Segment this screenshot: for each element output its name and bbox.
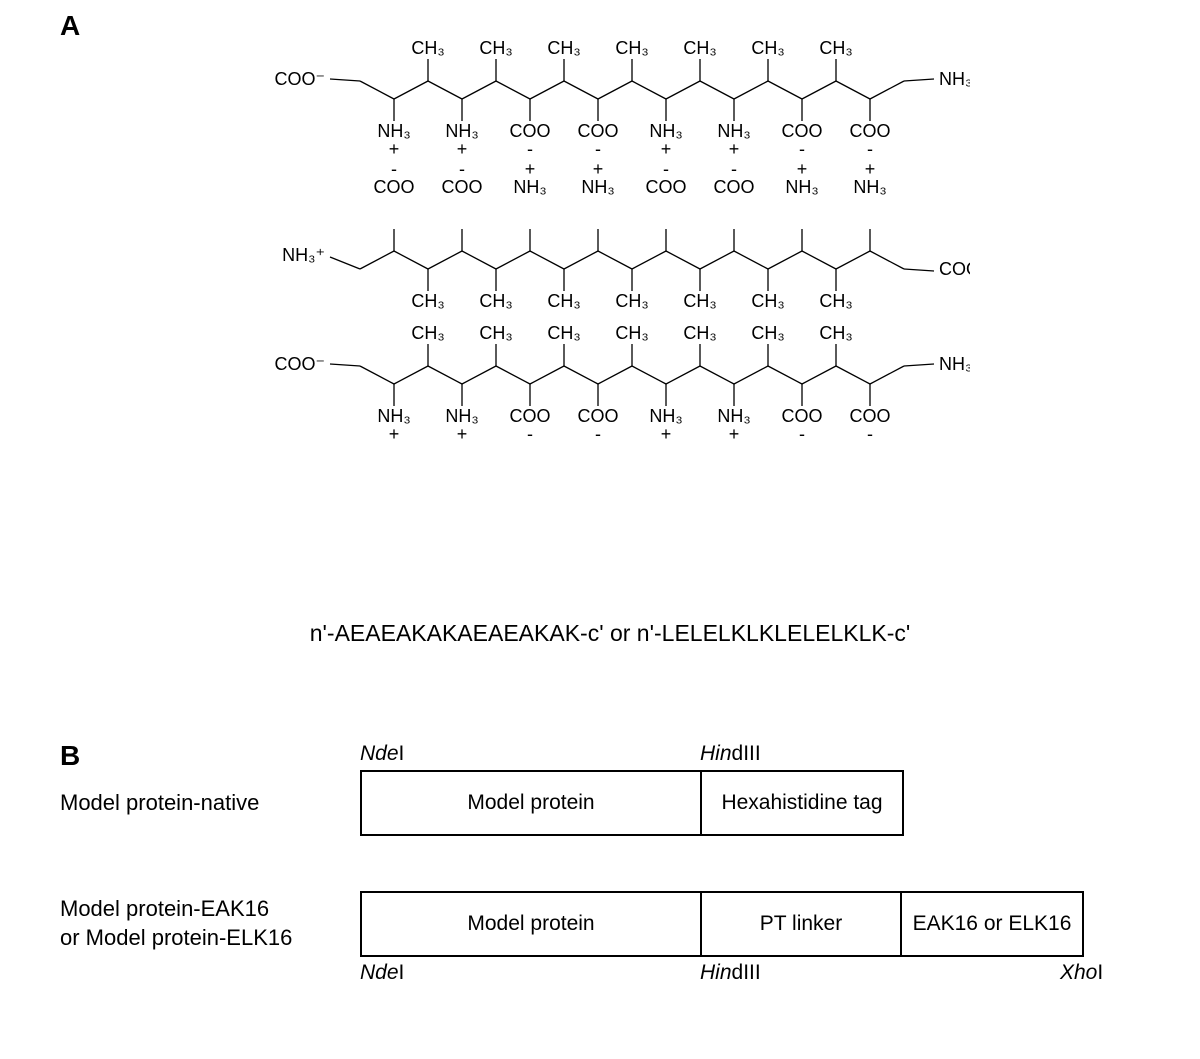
svg-text:-: - [527, 139, 533, 159]
restriction-site-label: NdeI [360, 961, 404, 985]
svg-text:+: + [389, 424, 400, 444]
restriction-site-label: HindIII [700, 961, 761, 985]
construct-segment: PT linker [702, 893, 902, 955]
svg-text:COO: COO [713, 177, 754, 197]
construct-segment: EAK16 or ELK16 [902, 893, 1082, 955]
svg-text:NH₃: NH₃ [581, 177, 614, 197]
svg-text:NH₃: NH₃ [717, 121, 750, 141]
svg-text:COO: COO [849, 121, 890, 141]
svg-text:CH₃: CH₃ [411, 323, 444, 343]
svg-text:NH₃⁺: NH₃⁺ [939, 69, 970, 89]
svg-text:NH₃: NH₃ [649, 406, 682, 426]
svg-text:-: - [663, 159, 669, 179]
svg-text:COO⁻: COO⁻ [274, 354, 325, 374]
svg-text:CH₃: CH₃ [615, 323, 648, 343]
svg-text:COO: COO [781, 406, 822, 426]
svg-text:CH₃: CH₃ [479, 38, 512, 58]
svg-text:CH₃: CH₃ [751, 291, 784, 311]
svg-text:CH₃: CH₃ [547, 38, 580, 58]
construct-segment: Model protein [362, 893, 702, 955]
svg-text:+: + [457, 139, 468, 159]
svg-text:CH₃: CH₃ [819, 38, 852, 58]
svg-text:+: + [389, 139, 400, 159]
svg-text:-: - [595, 424, 601, 444]
svg-text:+: + [525, 159, 536, 179]
peptide-sequence-text: n'-AEAEAKAKAEAEAKAK-c' or n'-LELELKLKLEL… [250, 620, 970, 647]
svg-text:+: + [457, 424, 468, 444]
svg-text:NH₃: NH₃ [785, 177, 818, 197]
svg-text:NH₃: NH₃ [649, 121, 682, 141]
svg-text:CH₃: CH₃ [411, 38, 444, 58]
svg-text:CH₃: CH₃ [819, 323, 852, 343]
svg-text:CH₃: CH₃ [411, 291, 444, 311]
svg-text:-: - [731, 159, 737, 179]
construct-segment: Model protein [362, 772, 702, 834]
svg-text:COO: COO [849, 406, 890, 426]
construct-label: Model protein-EAK16or Model protein-ELK1… [60, 895, 360, 952]
svg-text:-: - [459, 159, 465, 179]
construct-row: Model protein-EAK16or Model protein-ELK1… [60, 891, 1160, 957]
svg-text:+: + [797, 159, 808, 179]
svg-text:-: - [867, 139, 873, 159]
svg-text:COO: COO [577, 406, 618, 426]
svg-text:-: - [527, 424, 533, 444]
construct-diagrams: Model protein-nativeNdeIHindIIIModel pro… [60, 770, 1160, 987]
restriction-site-label: HindIII [700, 742, 761, 766]
svg-text:+: + [661, 424, 672, 444]
svg-text:COO⁻: COO⁻ [939, 259, 970, 279]
svg-text:NH₃: NH₃ [377, 121, 410, 141]
svg-text:COO: COO [509, 121, 550, 141]
panel-b-label: B [60, 740, 80, 772]
restriction-site-label: NdeI [360, 742, 404, 766]
construct-boxes: Model proteinPT linkerEAK16 or ELK16 [360, 891, 1084, 957]
svg-text:+: + [729, 424, 740, 444]
svg-text:CH₃: CH₃ [751, 323, 784, 343]
svg-text:NH₃: NH₃ [377, 406, 410, 426]
svg-text:+: + [661, 139, 672, 159]
construct-row: Model protein-nativeNdeIHindIIIModel pro… [60, 770, 1160, 836]
peptide-structure-diagram: COO⁻NH₃⁺NH₃+CH₃NH₃+CH₃COO-CH₃COO-CH₃NH₃+… [250, 30, 970, 590]
svg-text:-: - [391, 159, 397, 179]
svg-text:NH₃: NH₃ [853, 177, 886, 197]
construct-label: Model protein-native [60, 789, 360, 818]
svg-text:CH₃: CH₃ [683, 38, 716, 58]
svg-text:COO: COO [441, 177, 482, 197]
construct-diagram: Model proteinPT linkerEAK16 or ELK16NdeI… [360, 891, 1084, 957]
svg-text:+: + [729, 139, 740, 159]
svg-text:-: - [799, 424, 805, 444]
svg-text:-: - [595, 139, 601, 159]
svg-text:COO: COO [373, 177, 414, 197]
svg-text:-: - [867, 424, 873, 444]
svg-text:NH₃⁺: NH₃⁺ [282, 245, 325, 265]
svg-text:CH₃: CH₃ [479, 291, 512, 311]
svg-text:COO: COO [509, 406, 550, 426]
svg-text:CH₃: CH₃ [547, 323, 580, 343]
svg-text:CH₃: CH₃ [683, 291, 716, 311]
construct-boxes: Model proteinHexahistidine tag [360, 770, 904, 836]
construct-diagram: NdeIHindIIIModel proteinHexahistidine ta… [360, 770, 904, 836]
svg-text:COO: COO [781, 121, 822, 141]
svg-text:CH₃: CH₃ [819, 291, 852, 311]
svg-text:COO: COO [645, 177, 686, 197]
svg-text:NH₃: NH₃ [445, 121, 478, 141]
svg-text:NH₃: NH₃ [513, 177, 546, 197]
svg-text:CH₃: CH₃ [615, 291, 648, 311]
panel-a-label: A [60, 10, 80, 42]
svg-text:CH₃: CH₃ [615, 38, 648, 58]
figure-page: A COO⁻NH₃⁺NH₃+CH₃NH₃+CH₃COO-CH₃COO-CH₃NH… [0, 0, 1200, 1059]
svg-text:CH₃: CH₃ [547, 291, 580, 311]
construct-segment: Hexahistidine tag [702, 772, 902, 834]
svg-text:NH₃: NH₃ [717, 406, 750, 426]
svg-text:CH₃: CH₃ [683, 323, 716, 343]
svg-text:COO: COO [577, 121, 618, 141]
svg-text:-: - [799, 139, 805, 159]
svg-text:CH₃: CH₃ [479, 323, 512, 343]
svg-text:COO⁻: COO⁻ [274, 69, 325, 89]
restriction-site-label: XhoI [1060, 961, 1103, 985]
svg-text:+: + [593, 159, 604, 179]
svg-text:CH₃: CH₃ [751, 38, 784, 58]
svg-text:NH₃⁺: NH₃⁺ [939, 354, 970, 374]
svg-text:NH₃: NH₃ [445, 406, 478, 426]
svg-text:+: + [865, 159, 876, 179]
